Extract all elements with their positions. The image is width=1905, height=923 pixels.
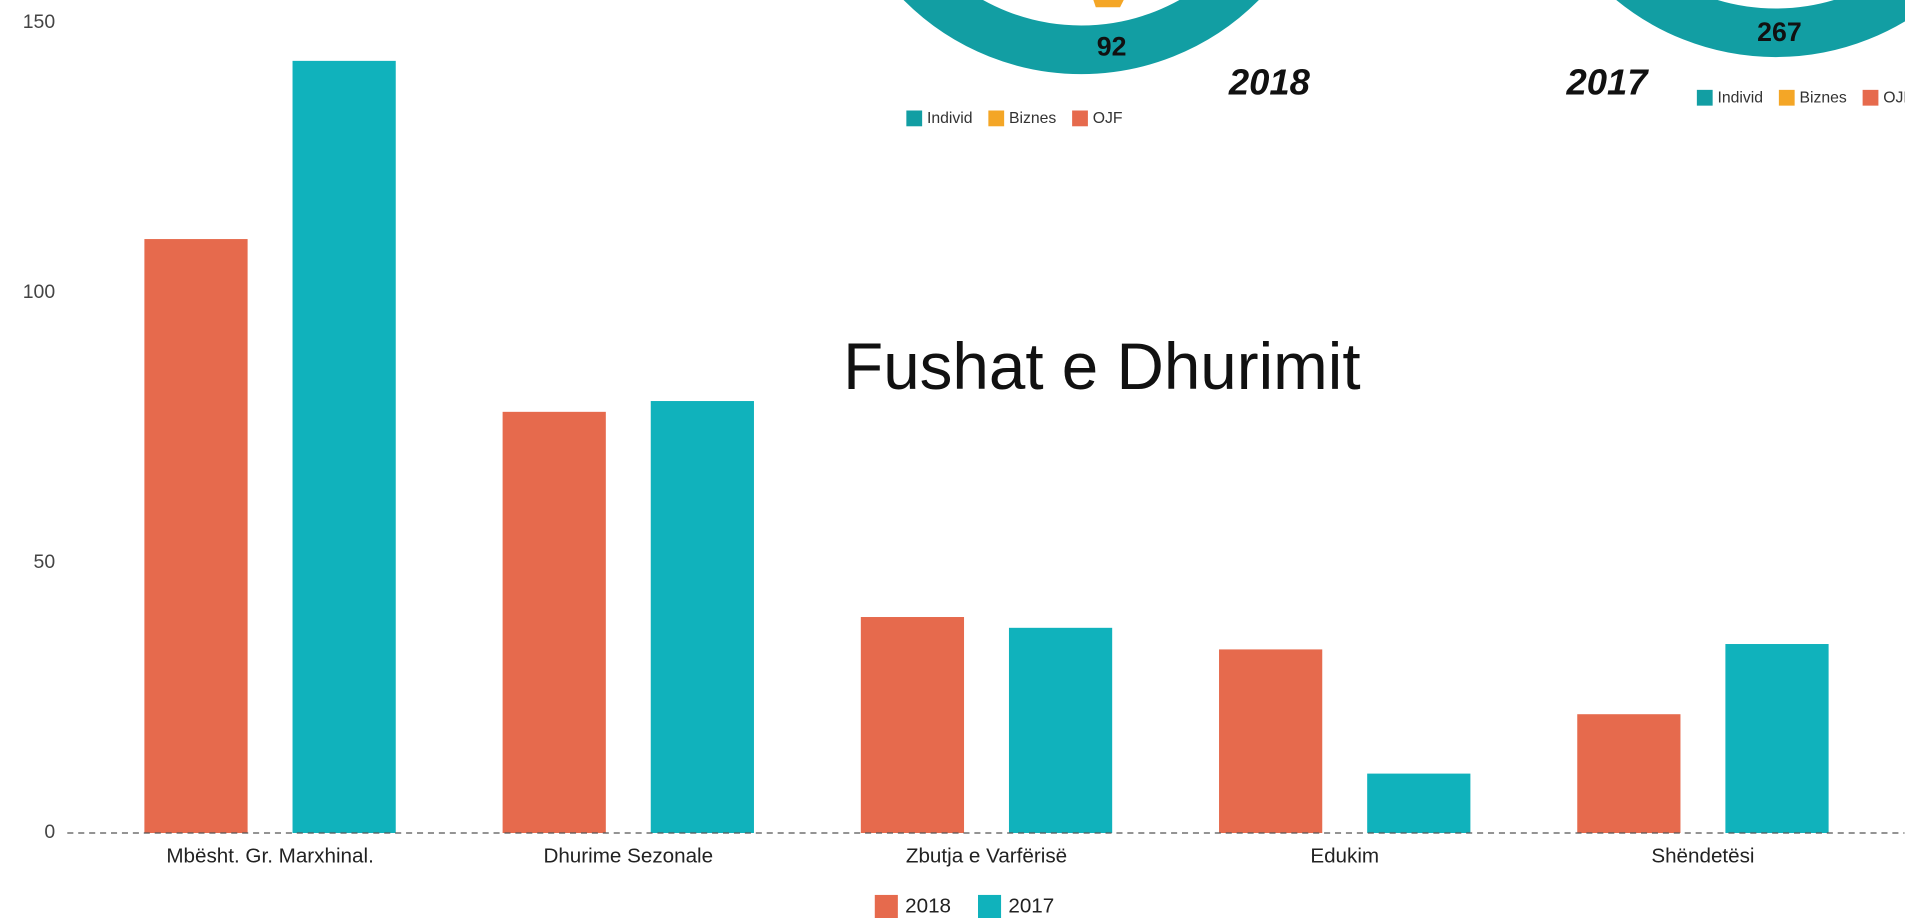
donut-label: 92	[1097, 32, 1127, 62]
legend-label: Biznes	[1800, 90, 1847, 107]
bar	[1008, 627, 1113, 833]
x-tick-label: Mbësht. Gr. Marxhinal.	[166, 845, 373, 868]
chart-title: Fushat e Dhurimit	[843, 330, 1360, 403]
donut-year: 2017	[1566, 62, 1650, 103]
bar	[1577, 714, 1681, 833]
legend-label: Individ	[927, 110, 973, 127]
donut-year: 2018	[1228, 62, 1311, 103]
y-tick-label: 50	[34, 551, 56, 573]
legend-swatch	[874, 894, 898, 918]
bar	[292, 60, 396, 833]
bar	[144, 239, 248, 834]
bar	[1725, 644, 1829, 833]
legend-label: 2017	[1008, 895, 1054, 918]
donut-ring	[903, 0, 1259, 75]
donut-right	[1616, 0, 1905, 58]
legend-swatch	[1778, 89, 1795, 106]
bar	[1367, 773, 1471, 833]
y-tick-label: 0	[44, 821, 55, 843]
donut-slice	[1093, 0, 1124, 8]
x-tick-label: Zbutja e Varfërisë	[906, 845, 1067, 868]
x-tick-label: Dhurime Sezonale	[543, 845, 713, 868]
legend-swatch	[1072, 110, 1088, 127]
legend-swatch	[978, 894, 1002, 918]
legend-label: Individ	[1718, 90, 1764, 107]
bar	[502, 411, 606, 833]
donut-ring	[1616, 0, 1905, 58]
bar	[1219, 649, 1323, 833]
legend-label: 2018	[905, 895, 951, 918]
legend-swatch	[1696, 89, 1713, 106]
legend-label: OJF	[1883, 90, 1905, 107]
legend-swatch	[906, 110, 923, 127]
bar	[860, 617, 965, 833]
x-tick-label: Edukim	[1310, 845, 1379, 868]
legend-swatch	[1862, 89, 1879, 106]
donut-left	[903, 0, 1259, 75]
y-tick-label: 100	[23, 281, 56, 303]
donut-label: 267	[1757, 17, 1802, 47]
legend-swatch	[988, 110, 1005, 127]
y-tick-label: 150	[23, 11, 56, 33]
legend-label: OJF	[1093, 110, 1123, 127]
x-tick-label: Shëndetësi	[1651, 845, 1754, 868]
bar	[650, 401, 754, 833]
legend-label: Biznes	[1009, 110, 1056, 127]
